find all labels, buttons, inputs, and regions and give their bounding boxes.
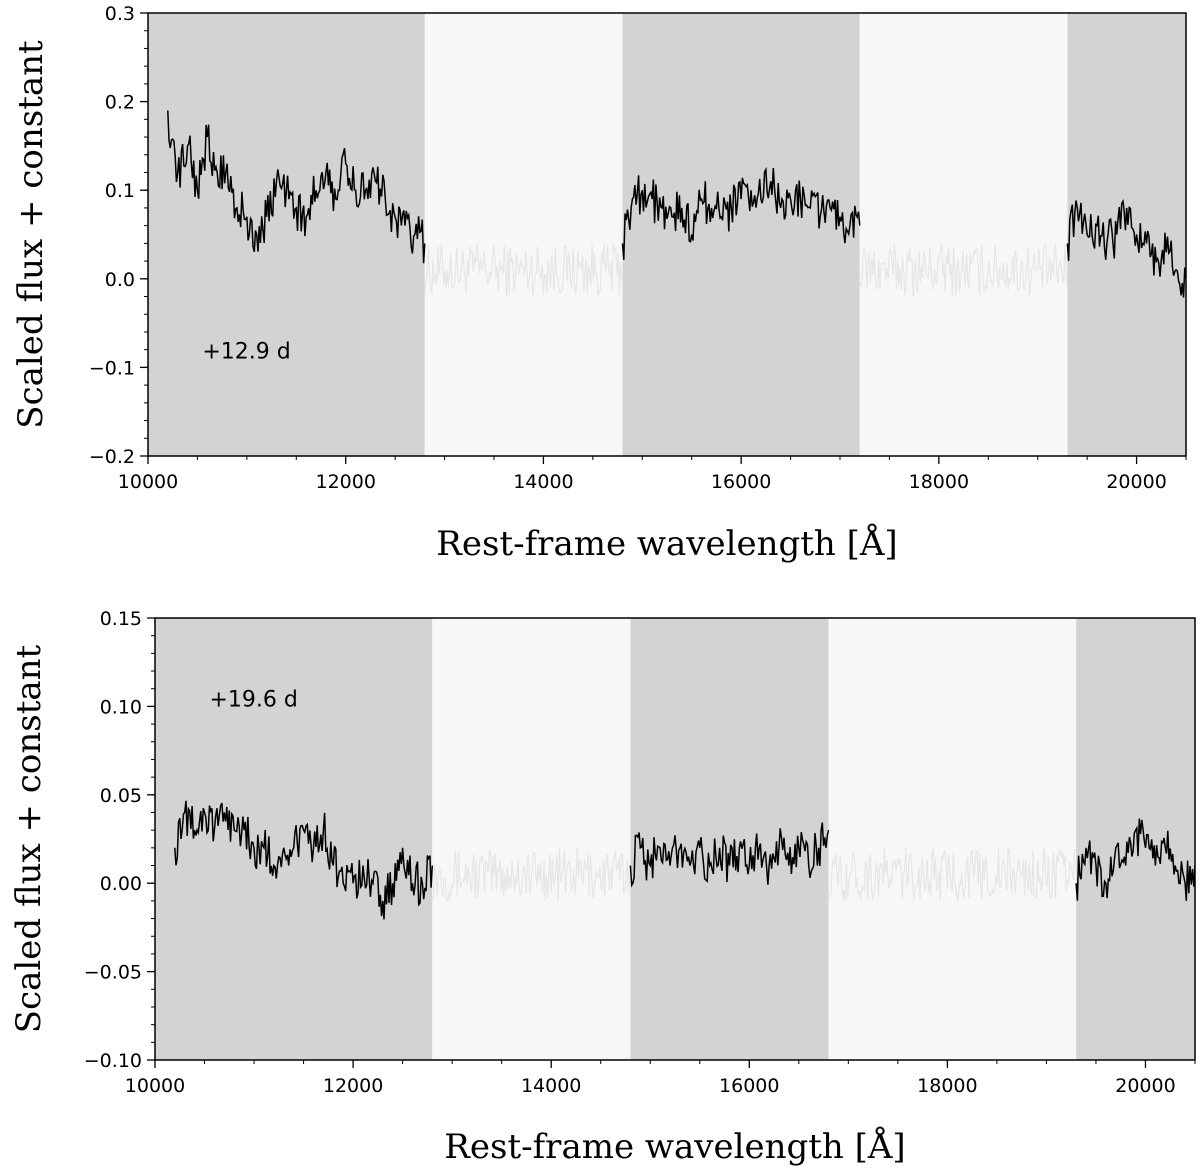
panel1-spectrum-series-3 xyxy=(1066,198,1186,298)
panel1-ytick-label-2: 0.0 xyxy=(105,269,135,291)
panel2-band-3 xyxy=(1076,618,1195,1060)
panel1-xlabel: Rest-frame wavelength [Å] xyxy=(436,523,897,564)
panel1-telluric-spectrum-2 xyxy=(859,243,1068,297)
panel2-xtick-label-14000: 14000 xyxy=(521,1075,581,1097)
panel1-telluric-band-1 xyxy=(424,13,623,456)
panel2-ytick-label-4: 0.10 xyxy=(100,696,142,718)
panel1-epoch-label: +12.9 d xyxy=(202,340,290,365)
panel2-xtick-label-16000: 16000 xyxy=(719,1075,779,1097)
panel1-xtick-label-16000: 16000 xyxy=(711,471,771,493)
panel2-xlabel: Rest-frame wavelength [Å] xyxy=(444,1126,905,1167)
panel2-ytick-label-2: 0.00 xyxy=(100,873,142,895)
panel2-ytick-label-1: −0.05 xyxy=(84,962,142,984)
panel2-ytick-label-0: −0.10 xyxy=(84,1050,142,1072)
panel1-xtick-label-18000: 18000 xyxy=(909,471,969,493)
panel1-telluric-spectrum-1 xyxy=(424,243,623,297)
panel1-xtick-label-20000: 20000 xyxy=(1106,471,1166,493)
panel1-ytick-label-0: −0.2 xyxy=(89,446,135,468)
panel1-band-2 xyxy=(622,13,860,456)
panel1-ytick-label-3: 0.1 xyxy=(105,180,135,202)
panel1-xtick-label-10000: 10000 xyxy=(118,471,178,493)
panel2-xtick-label-20000: 20000 xyxy=(1115,1075,1175,1097)
panel1-spectrum-series-1 xyxy=(167,110,426,264)
panel1-telluric-band-2 xyxy=(859,13,1068,456)
panel2-ylabel: Scaled flux + constant xyxy=(9,644,49,1033)
panel2-xtick-label-10000: 10000 xyxy=(125,1075,185,1097)
panel1-band-3 xyxy=(1067,13,1186,456)
panel2-telluric-band-1 xyxy=(432,618,631,1060)
panel1-spectrum-series-2 xyxy=(621,166,861,260)
panel2-plot: 10000 12000 14000 16000 18000 20000 −0.10 −0.05… xyxy=(9,608,1196,1167)
panel1-band-1 xyxy=(148,13,425,456)
panel2-spectrum-series-2 xyxy=(629,822,830,888)
panel1-plot: 10000 12000 14000 16000 18000 20000 −0.2 −0.1 0.… xyxy=(11,3,1187,564)
panel2-ytick-label-3: 0.05 xyxy=(100,785,142,807)
panel2-frame xyxy=(154,617,1196,1061)
panel1-xtick-label-14000: 14000 xyxy=(513,471,573,493)
panel2-epoch-label: +19.6 d xyxy=(209,687,297,712)
panel1-xtick-label-12000: 12000 xyxy=(315,471,375,493)
panel1-ytick-label-5: 0.3 xyxy=(105,3,135,25)
panel2-xtick-label-18000: 18000 xyxy=(917,1075,977,1097)
panel1-ytick-label-1: −0.1 xyxy=(89,357,135,379)
panel1-frame xyxy=(147,12,1187,457)
panel1-ylabel: Scaled flux + constant xyxy=(11,40,51,429)
panel2-spectrum-series-3 xyxy=(1075,818,1195,901)
panel2-telluric-band-2 xyxy=(828,618,1077,1060)
panel2-telluric-spectrum-2 xyxy=(827,847,1076,903)
panel2-spectrum-series-1 xyxy=(174,800,434,920)
panel2-xtick-label-12000: 12000 xyxy=(323,1075,383,1097)
panel1-ytick-label-4: 0.2 xyxy=(105,92,135,114)
panel2-telluric-spectrum-1 xyxy=(431,848,631,901)
panel2-ytick-label-5: 0.15 xyxy=(100,608,142,630)
panel2-band-2 xyxy=(630,618,829,1060)
